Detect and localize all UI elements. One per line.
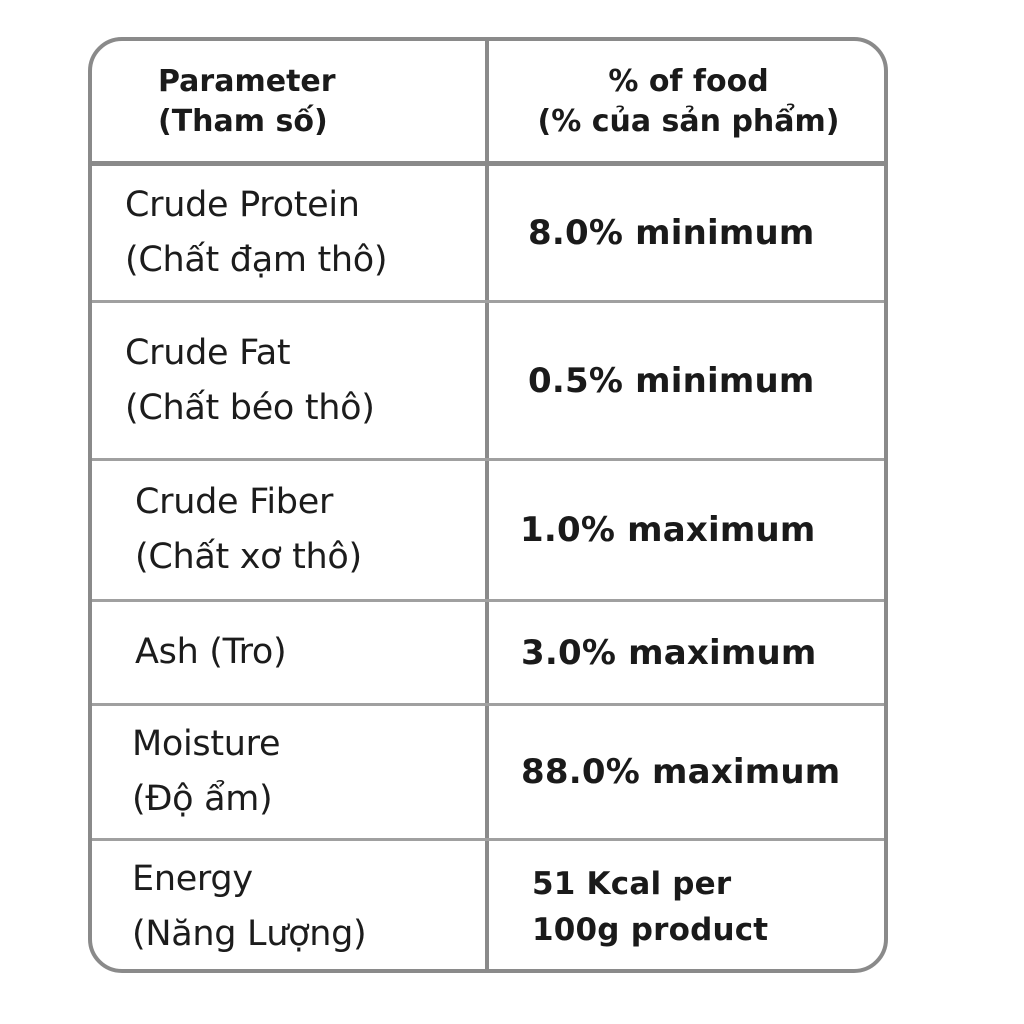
param-name-vi: (Độ ẩm) [132, 779, 273, 819]
param-value-line2: 100g product [532, 912, 769, 948]
param-name-vi: (Chất béo thô) [125, 387, 375, 428]
table-row-value: 0.5% minimum [528, 303, 884, 458]
nutrition-table: Parameter (Tham số) % of food (% của sản… [88, 37, 888, 973]
row-divider [92, 703, 884, 706]
param-name: Moisture [132, 724, 281, 764]
param-name: Crude Fiber [135, 482, 334, 522]
table-row-value: 1.0% maximum [520, 461, 884, 599]
param-name: Crude Fat [125, 332, 291, 373]
param-name-vi: (Chất đạm thô) [125, 240, 388, 280]
header-divider [92, 161, 884, 166]
row-divider [92, 300, 884, 303]
table-row-param: Ash (Tro) [135, 602, 480, 703]
param-value: 1.0% maximum [520, 510, 816, 550]
table-row-param: Crude Fat (Chất béo thô) [125, 303, 480, 458]
param-value: 3.0% maximum [521, 632, 817, 673]
param-value: 0.5% minimum [528, 360, 815, 401]
table-row-param: Energy (Năng Lượng) [132, 841, 480, 969]
table-row-param: Crude Protein (Chất đạm thô) [125, 166, 480, 300]
header-value-label-vi: (% của sản phẩm) [537, 104, 840, 139]
table-row-value: 8.0% minimum [528, 166, 884, 300]
table-row-param: Crude Fiber (Chất xơ thô) [135, 461, 480, 599]
header-parameter-label: Parameter [158, 64, 336, 99]
table-row-value: 51 Kcal per 100g product [532, 841, 884, 969]
param-name-vi: (Năng Lượng) [132, 914, 367, 954]
param-value: 88.0% maximum [521, 752, 841, 792]
header-value-label: % of food [608, 64, 769, 99]
column-divider [485, 41, 489, 969]
param-value-line1: 51 Kcal per [532, 866, 732, 902]
header-parameter-label-vi: (Tham số) [158, 104, 328, 139]
param-value: 8.0% minimum [528, 213, 815, 253]
table-row-param: Moisture (Độ ẩm) [132, 706, 480, 838]
param-name-vi: (Chất xơ thô) [135, 537, 362, 577]
param-name: Ash (Tro) [135, 632, 287, 672]
table-row-value: 88.0% maximum [521, 706, 884, 838]
table-row-value: 3.0% maximum [521, 602, 884, 703]
row-divider [92, 838, 884, 841]
param-name: Crude Protein [125, 185, 360, 225]
header-value-cell: % of food (% của sản phẩm) [489, 61, 884, 143]
row-divider [92, 599, 884, 602]
param-name: Energy [132, 859, 253, 899]
row-divider [92, 458, 884, 461]
header-parameter-cell: Parameter (Tham số) [158, 61, 478, 143]
